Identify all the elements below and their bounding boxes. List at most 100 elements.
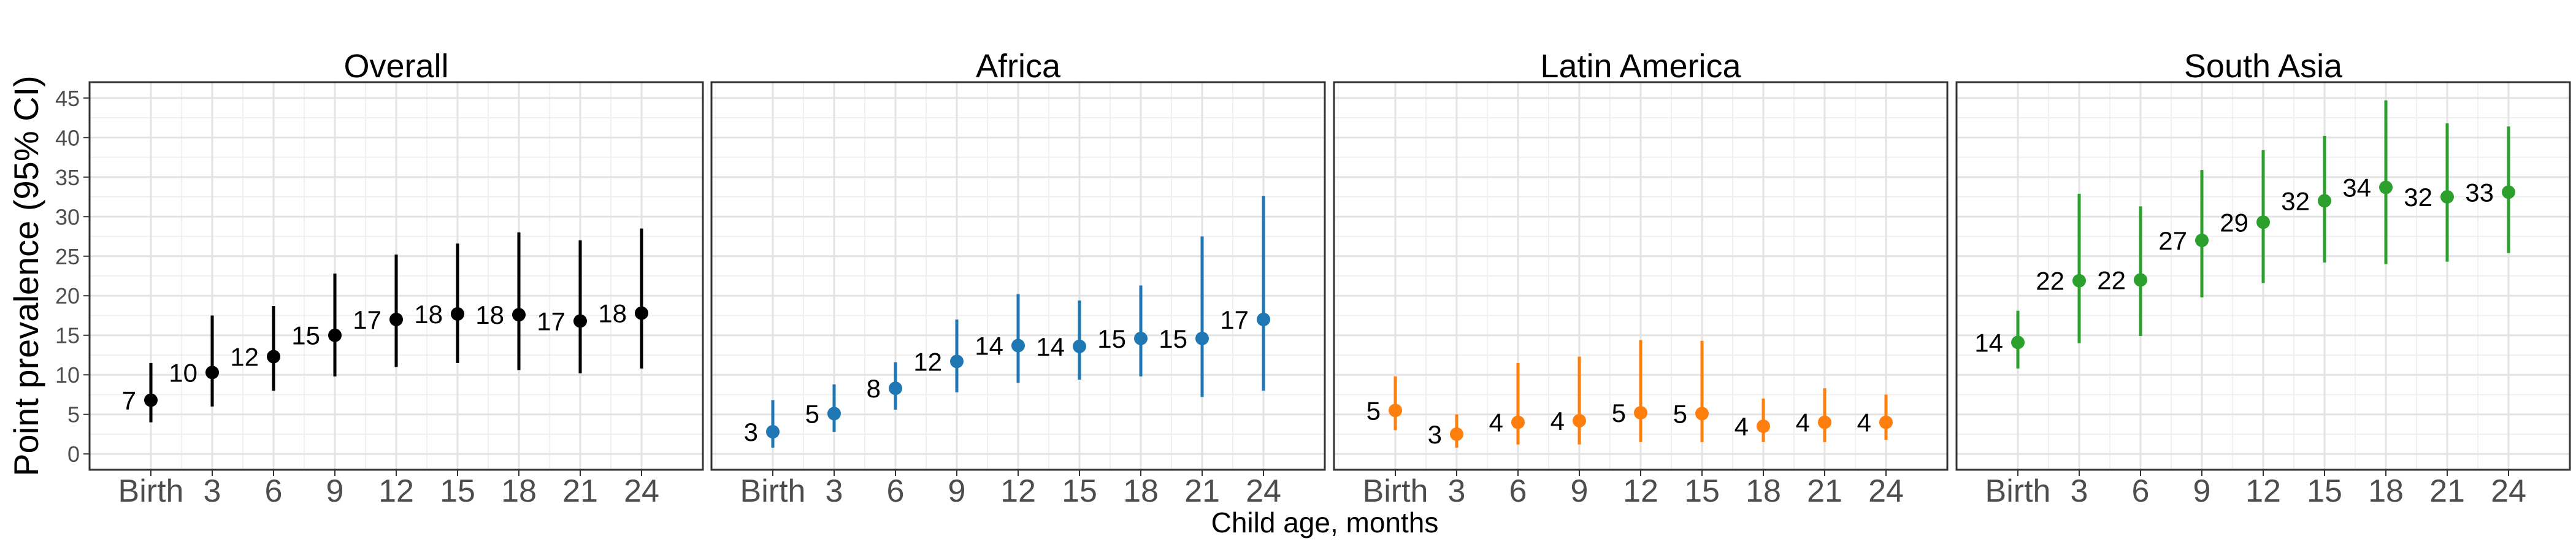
- data-point: [766, 425, 780, 439]
- data-point: [512, 308, 526, 322]
- data-label: 5: [1673, 399, 1687, 428]
- panel-title: Africa: [976, 48, 1061, 85]
- data-point: [1073, 339, 1086, 353]
- x-tick-label: 21: [2429, 473, 2465, 509]
- data-label: 4: [1857, 408, 1871, 437]
- data-point: [205, 366, 219, 380]
- x-tick-label: 18: [2368, 473, 2404, 509]
- x-tick-label: 15: [1684, 473, 1720, 509]
- data-point: [950, 354, 964, 369]
- data-point: [2134, 273, 2147, 287]
- x-tick-label: 18: [501, 473, 537, 509]
- panel-title: Latin America: [1540, 48, 1741, 85]
- x-tick-label: Birth: [118, 473, 184, 509]
- x-tick-label: 6: [1509, 473, 1527, 509]
- x-tick-label: 6: [2132, 473, 2150, 509]
- data-point: [889, 381, 902, 396]
- data-label: 32: [2281, 186, 2310, 215]
- x-tick-label: Birth: [740, 473, 806, 509]
- y-axis-label: Point prevalence (95% CI): [7, 75, 45, 477]
- data-label: 22: [2097, 266, 2126, 294]
- data-point: [1879, 415, 1893, 429]
- data-label: 15: [291, 321, 320, 350]
- data-point: [2256, 215, 2270, 229]
- x-tick-label: 6: [265, 473, 283, 509]
- data-label: 27: [2158, 226, 2187, 255]
- data-label: 14: [1036, 332, 1065, 361]
- y-tick-label: 25: [55, 244, 80, 269]
- x-tick-label: 3: [204, 473, 221, 509]
- x-tick-label: 15: [440, 473, 475, 509]
- x-tick-label: 15: [2307, 473, 2342, 509]
- y-tick-label: 10: [55, 362, 80, 388]
- data-label: 4: [1489, 408, 1503, 437]
- data-point: [1011, 339, 1025, 353]
- data-point: [267, 350, 280, 364]
- data-label: 15: [1097, 324, 1126, 353]
- data-point: [2379, 180, 2393, 194]
- data-label: 3: [1428, 420, 1442, 449]
- data-point: [2072, 274, 2086, 288]
- data-label: 17: [537, 307, 565, 336]
- data-point: [2011, 335, 2025, 350]
- data-point: [1573, 414, 1586, 428]
- x-tick-label: 9: [1571, 473, 1589, 509]
- x-tick-label: 21: [1184, 473, 1220, 509]
- y-tick-label: 40: [55, 125, 80, 150]
- data-point: [2440, 190, 2454, 204]
- data-point: [1450, 427, 1463, 441]
- data-label: 4: [1735, 412, 1749, 441]
- data-label: 4: [1551, 407, 1565, 435]
- x-tick-label: 12: [1000, 473, 1036, 509]
- y-tick-label: 30: [55, 204, 80, 229]
- y-tick-label: 0: [67, 442, 80, 467]
- x-tick-label: 6: [887, 473, 905, 509]
- y-tick-label: 20: [55, 283, 80, 308]
- data-label: 34: [2342, 174, 2371, 202]
- y-tick-label: 35: [55, 165, 80, 190]
- data-point: [2502, 185, 2515, 199]
- data-point: [1511, 415, 1525, 429]
- data-label: 12: [913, 347, 942, 376]
- data-label: 5: [1367, 396, 1381, 425]
- x-tick-label: 21: [562, 473, 598, 509]
- x-tick-label: 3: [826, 473, 843, 509]
- data-label: 7: [122, 386, 136, 415]
- x-tick-label: 24: [1246, 473, 1281, 509]
- x-tick-label: 12: [378, 473, 414, 509]
- y-tick-label: 15: [55, 323, 80, 348]
- data-label: 22: [2036, 267, 2064, 296]
- data-point: [635, 306, 648, 320]
- data-point: [1389, 404, 1402, 418]
- x-tick-label: 12: [2245, 473, 2281, 509]
- x-tick-label: 24: [1868, 473, 1904, 509]
- x-tick-label: 9: [948, 473, 966, 509]
- data-point: [144, 393, 158, 407]
- data-point: [1695, 407, 1709, 421]
- data-label: 29: [2220, 208, 2248, 237]
- x-tick-label: 3: [2071, 473, 2088, 509]
- data-point: [389, 312, 403, 326]
- x-tick-label: 24: [624, 473, 659, 509]
- data-point: [1818, 415, 1831, 429]
- x-tick-label: 9: [326, 473, 344, 509]
- data-label: 18: [598, 299, 627, 328]
- data-label: 17: [1220, 305, 1249, 334]
- x-tick-label: 15: [1062, 473, 1097, 509]
- x-tick-label: 12: [1623, 473, 1658, 509]
- data-point: [1634, 406, 1647, 420]
- data-point: [1134, 331, 1148, 345]
- x-tick-label: 21: [1807, 473, 1842, 509]
- data-label: 5: [805, 399, 819, 428]
- x-tick-label: 18: [1746, 473, 1781, 509]
- data-label: 3: [744, 418, 758, 446]
- x-tick-label: 9: [2193, 473, 2211, 509]
- data-label: 12: [230, 343, 259, 372]
- data-label: 18: [475, 300, 504, 329]
- data-label: 33: [2465, 178, 2494, 207]
- data-point: [451, 307, 464, 321]
- y-tick-label: 45: [55, 86, 80, 111]
- data-point: [827, 407, 841, 421]
